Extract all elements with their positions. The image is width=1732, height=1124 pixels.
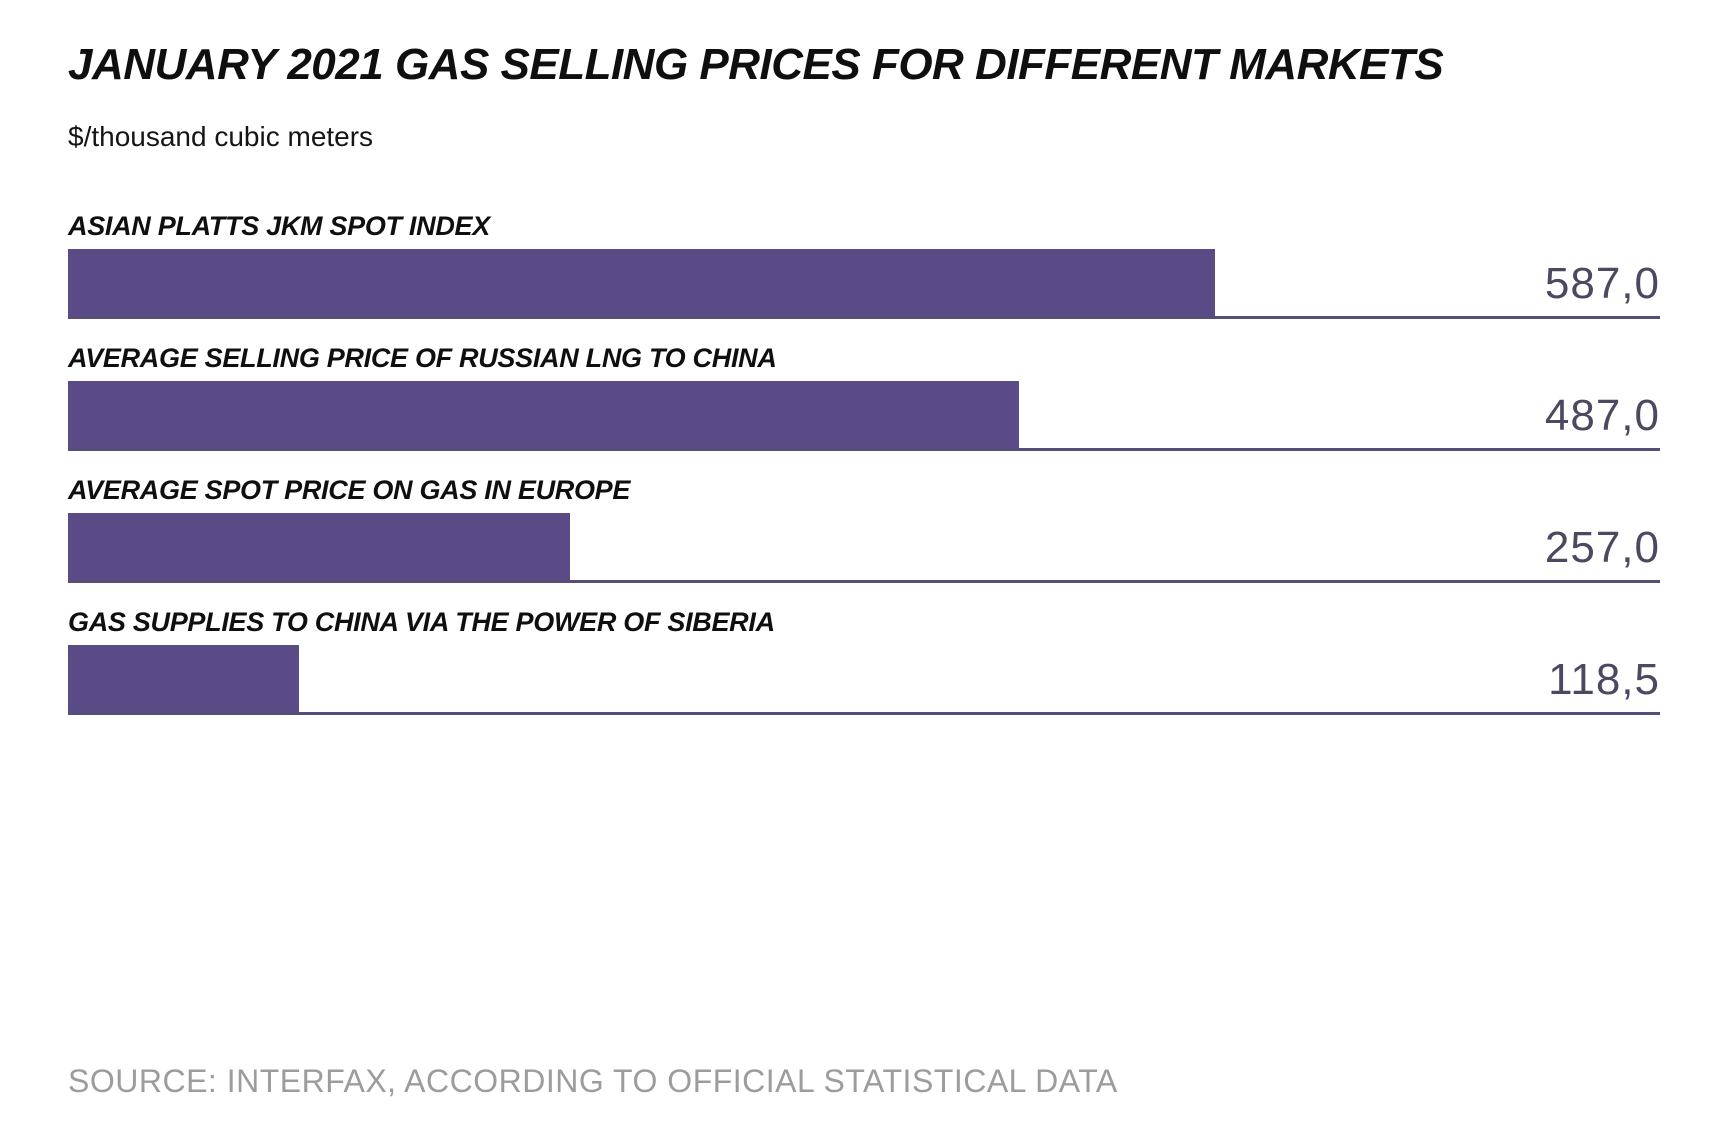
- bar-track: 118,5: [68, 644, 1660, 715]
- bar-category-label: AVERAGE SPOT PRICE ON GAS IN EUROPE: [68, 474, 631, 505]
- bar-row: AVERAGE SELLING PRICE OF RUSSIAN LNG TO …: [68, 343, 1660, 451]
- bar-track: 487,0: [68, 380, 1660, 451]
- bar-row: AVERAGE SPOT PRICE ON GAS IN EUROPE 257,…: [68, 475, 1660, 583]
- source-credit: SOURCE: INTERFAX, ACCORDING TO OFFICIAL …: [68, 1063, 1118, 1099]
- bar-value-label: 118,5: [1548, 654, 1660, 704]
- bar-spot-price-europe: [68, 512, 570, 580]
- bar-power-of-siberia: [68, 644, 300, 712]
- bar-row: GAS SUPPLIES TO CHINA VIA THE POWER OF S…: [68, 607, 1660, 715]
- bar-category-label: GAS SUPPLIES TO CHINA VIA THE POWER OF S…: [68, 606, 775, 637]
- bar-row: ASIAN PLATTS JKM SPOT INDEX 587,0: [68, 211, 1660, 319]
- bar-track: 587,0: [68, 248, 1660, 319]
- bar-value-label: 487,0: [1544, 390, 1660, 440]
- bar-value-label: 587,0: [1544, 258, 1660, 308]
- unit-label: $/thousand cubic meters: [68, 120, 374, 152]
- bar-category-label: AVERAGE SELLING PRICE OF RUSSIAN LNG TO …: [68, 342, 777, 373]
- chart-title: JANUARY 2021 GAS SELLING PRICES FOR DIFF…: [68, 40, 1444, 89]
- bar-russian-lng-to-china: [68, 380, 1020, 448]
- bar-chart: ASIAN PLATTS JKM SPOT INDEX 587,0 AVERAG…: [68, 211, 1660, 715]
- bar-asian-platts-jkm: [68, 248, 1215, 316]
- bar-value-label: 257,0: [1544, 522, 1660, 572]
- bar-category-label: ASIAN PLATTS JKM SPOT INDEX: [68, 210, 490, 241]
- bar-track: 257,0: [68, 512, 1660, 583]
